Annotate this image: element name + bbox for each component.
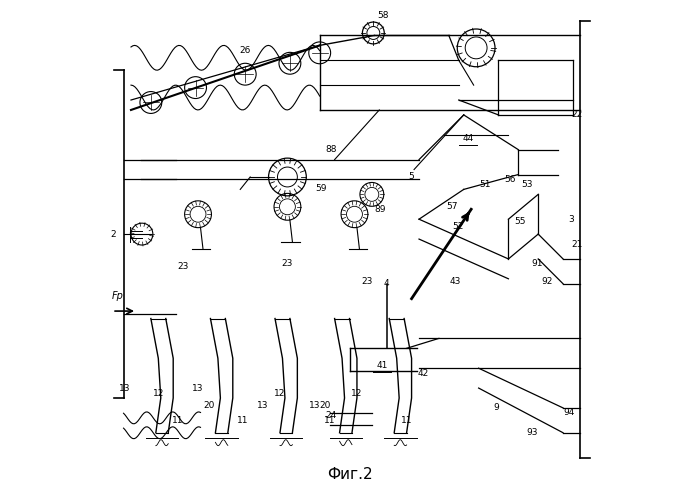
Text: 21: 21 [571,240,583,249]
Text: 94: 94 [563,408,575,417]
Text: 59: 59 [315,184,327,193]
Text: 20: 20 [204,401,215,410]
Text: 92: 92 [542,277,553,286]
Text: 20: 20 [319,401,331,410]
Text: 13: 13 [120,383,131,392]
Text: 88: 88 [325,145,336,154]
Text: 43: 43 [449,277,461,286]
Text: 11: 11 [173,416,184,425]
Text: 13: 13 [309,401,320,410]
Text: 44: 44 [462,134,473,143]
Text: 58: 58 [377,11,389,20]
Text: 11: 11 [401,416,412,425]
Text: 42: 42 [417,369,428,377]
Text: 23: 23 [178,262,189,271]
Text: 91: 91 [531,259,543,268]
Text: 52: 52 [452,222,463,231]
Text: 22: 22 [571,111,582,120]
Text: 13: 13 [192,383,204,392]
Text: 55: 55 [514,217,526,226]
Text: 24: 24 [325,411,336,420]
Text: 93: 93 [526,428,538,437]
Text: Fp: Fp [112,291,124,301]
Text: 12: 12 [274,388,286,397]
Text: 11: 11 [237,416,248,425]
Text: 11: 11 [324,416,336,425]
Text: 53: 53 [521,180,533,189]
Text: Фиг.2: Фиг.2 [326,468,373,483]
Text: 41: 41 [376,361,387,370]
Text: 4: 4 [384,279,389,288]
Text: 56: 56 [504,175,516,184]
Text: 3: 3 [568,215,574,224]
Text: 12: 12 [352,388,363,397]
Text: 51: 51 [480,180,491,189]
Text: 9: 9 [493,403,499,412]
Text: 26: 26 [240,46,251,55]
Text: 23: 23 [361,277,373,286]
Text: 12: 12 [152,388,164,397]
Text: 5: 5 [409,172,415,181]
Text: 89: 89 [375,205,386,214]
Text: 23: 23 [282,259,293,268]
Text: 57: 57 [446,202,458,211]
Text: 2: 2 [111,230,117,239]
Text: 13: 13 [257,401,268,410]
